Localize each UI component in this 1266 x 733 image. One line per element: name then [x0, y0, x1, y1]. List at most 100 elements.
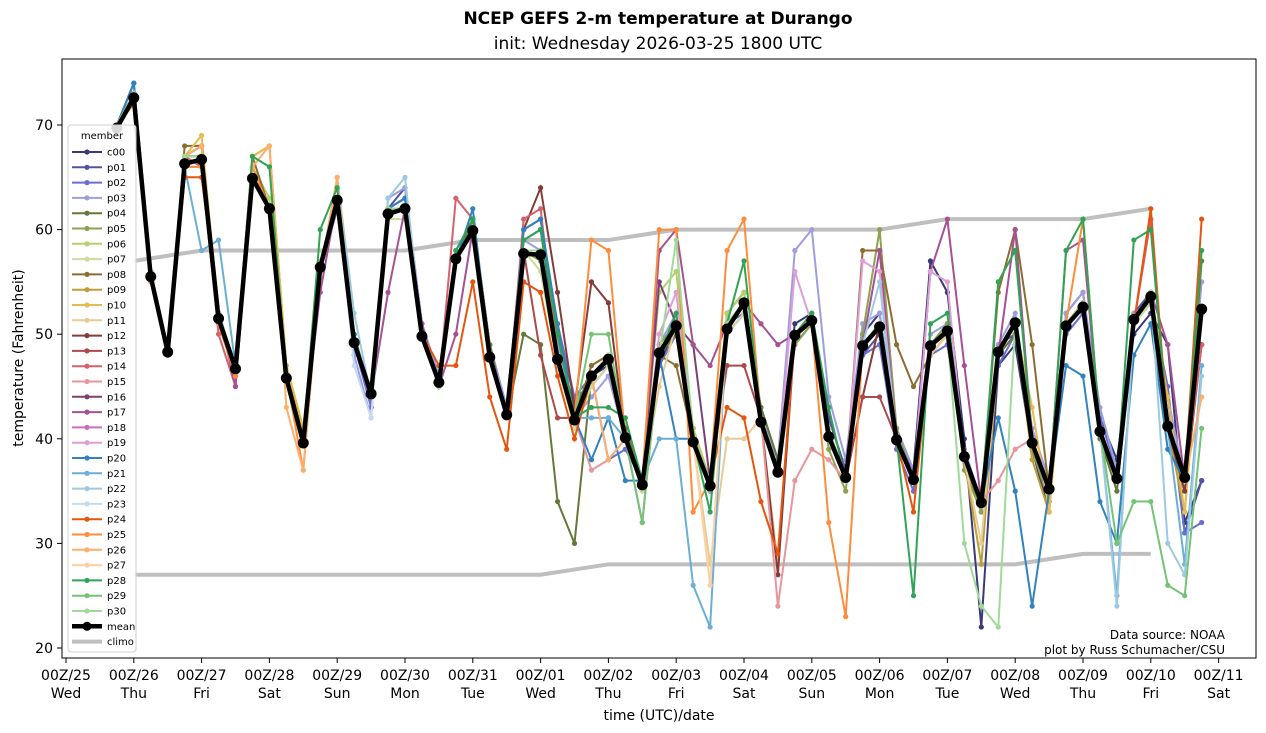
x-tick-day-label: Sat	[258, 686, 281, 702]
member-point-p24	[487, 394, 493, 400]
legend-marker-p21	[84, 470, 90, 476]
member-point-p20	[1029, 603, 1035, 609]
y-ticks: 20 30 40 50 60 70	[35, 118, 62, 657]
member-point-p20	[1063, 362, 1069, 369]
member-point-p29	[1114, 540, 1120, 547]
member-point-p30	[978, 603, 984, 609]
mean-point	[958, 451, 970, 463]
member-point-p06	[673, 268, 679, 275]
credit-note: plot by Russ Schumacher/CSU	[1044, 643, 1225, 657]
member-point-p14	[521, 216, 527, 222]
member-point-p04	[554, 498, 561, 505]
member-point-p17	[758, 321, 764, 327]
member-point-p20	[470, 206, 476, 212]
legend-marker-p04	[84, 210, 90, 216]
member-point-p27	[707, 582, 713, 588]
legend-label-p24: p24	[107, 515, 126, 526]
mean-point	[416, 330, 428, 342]
mean-point	[585, 370, 597, 382]
legend-marker-p26	[84, 547, 90, 553]
legend-marker-p19	[84, 440, 90, 446]
member-point-p17	[232, 383, 239, 390]
member-point-p20	[131, 80, 137, 86]
member-point-p21	[656, 436, 662, 442]
member-point-p12	[588, 279, 595, 285]
member-point-p28	[944, 310, 951, 316]
member-point-p19	[877, 268, 883, 275]
legend-label-p12: p12	[107, 331, 126, 342]
member-point-p05	[843, 488, 849, 494]
legend-marker-c00	[84, 149, 90, 155]
legend-marker-p15	[84, 378, 90, 385]
member-point-p25	[232, 373, 239, 379]
legend-label-p21: p21	[107, 469, 126, 480]
member-point-p29	[1182, 593, 1188, 599]
climo-min-line	[133, 551, 1151, 577]
member-point-p13	[741, 362, 747, 369]
x-tick-day-label: Thu	[1069, 686, 1096, 702]
mean-point	[908, 474, 919, 486]
member-point-p11	[978, 540, 984, 547]
x-tick-label: 00Z/26	[109, 668, 159, 684]
x-tick-day-label: Fri	[668, 686, 685, 702]
mean-point	[348, 337, 360, 349]
legend-marker-p13	[84, 348, 90, 354]
mean-point	[382, 208, 394, 220]
legend-label-p29: p29	[107, 591, 126, 602]
x-tick-label: 00Z/11	[1194, 668, 1244, 684]
member-point-p15	[1012, 446, 1018, 452]
member-point-p25	[741, 216, 747, 222]
legend-label-p08: p08	[107, 270, 126, 281]
mean-point	[653, 347, 665, 359]
mean-line	[111, 92, 1208, 509]
member-point-p08	[588, 362, 595, 369]
y-axis-label: temperature (Fahrenheit)	[11, 269, 27, 446]
legend-title: member	[81, 131, 124, 142]
mean-point	[806, 315, 818, 327]
x-tick-label: 00Z/05	[787, 668, 837, 684]
member-point-p28	[470, 216, 476, 222]
mean-point	[941, 325, 953, 337]
mean-point	[399, 203, 411, 215]
member-point-c00	[978, 624, 984, 630]
member-point-p17	[961, 362, 967, 369]
member-point-p20	[995, 415, 1001, 421]
mean-point	[992, 346, 1004, 358]
member-point-p28	[266, 164, 272, 170]
x-axis-label: time (UTC)/date	[603, 708, 714, 724]
legend-label-p22: p22	[107, 484, 126, 495]
member-point-p30	[995, 624, 1001, 630]
member-point-p28	[622, 415, 628, 421]
member-point-p17	[707, 362, 713, 369]
x-tick-day-label: Thu	[120, 686, 147, 702]
member-point-p15	[995, 478, 1001, 484]
legend-label-p25: p25	[107, 530, 126, 541]
legend-marker-p12	[84, 333, 90, 339]
legend-label-p30: p30	[107, 607, 126, 618]
member-point-p29	[1148, 498, 1154, 505]
member-point-p28	[453, 247, 459, 254]
mean-point	[1128, 314, 1140, 326]
member-point-p03	[1012, 310, 1018, 316]
member-point-p28	[1080, 216, 1086, 222]
legend-label-p28: p28	[107, 576, 126, 587]
mean-point	[179, 158, 191, 170]
mean-point	[230, 363, 241, 375]
legend-label-p15: p15	[107, 377, 126, 388]
legend-label-p05: p05	[107, 224, 126, 235]
member-point-p24	[758, 498, 764, 505]
member-point-p15	[792, 478, 798, 484]
member-point-p02	[1199, 519, 1205, 526]
member-point-p28	[1012, 247, 1018, 254]
member-point-p09	[1029, 457, 1035, 463]
member-point-p26	[605, 457, 612, 463]
mean-point	[789, 329, 801, 341]
member-point-p24	[571, 436, 578, 442]
member-point-p25	[656, 227, 662, 233]
legend-marker-p18	[84, 424, 90, 430]
legend-label-p09: p09	[107, 285, 126, 296]
member-point-p09	[978, 561, 984, 567]
x-tick-label: 00Z/07	[922, 668, 972, 684]
